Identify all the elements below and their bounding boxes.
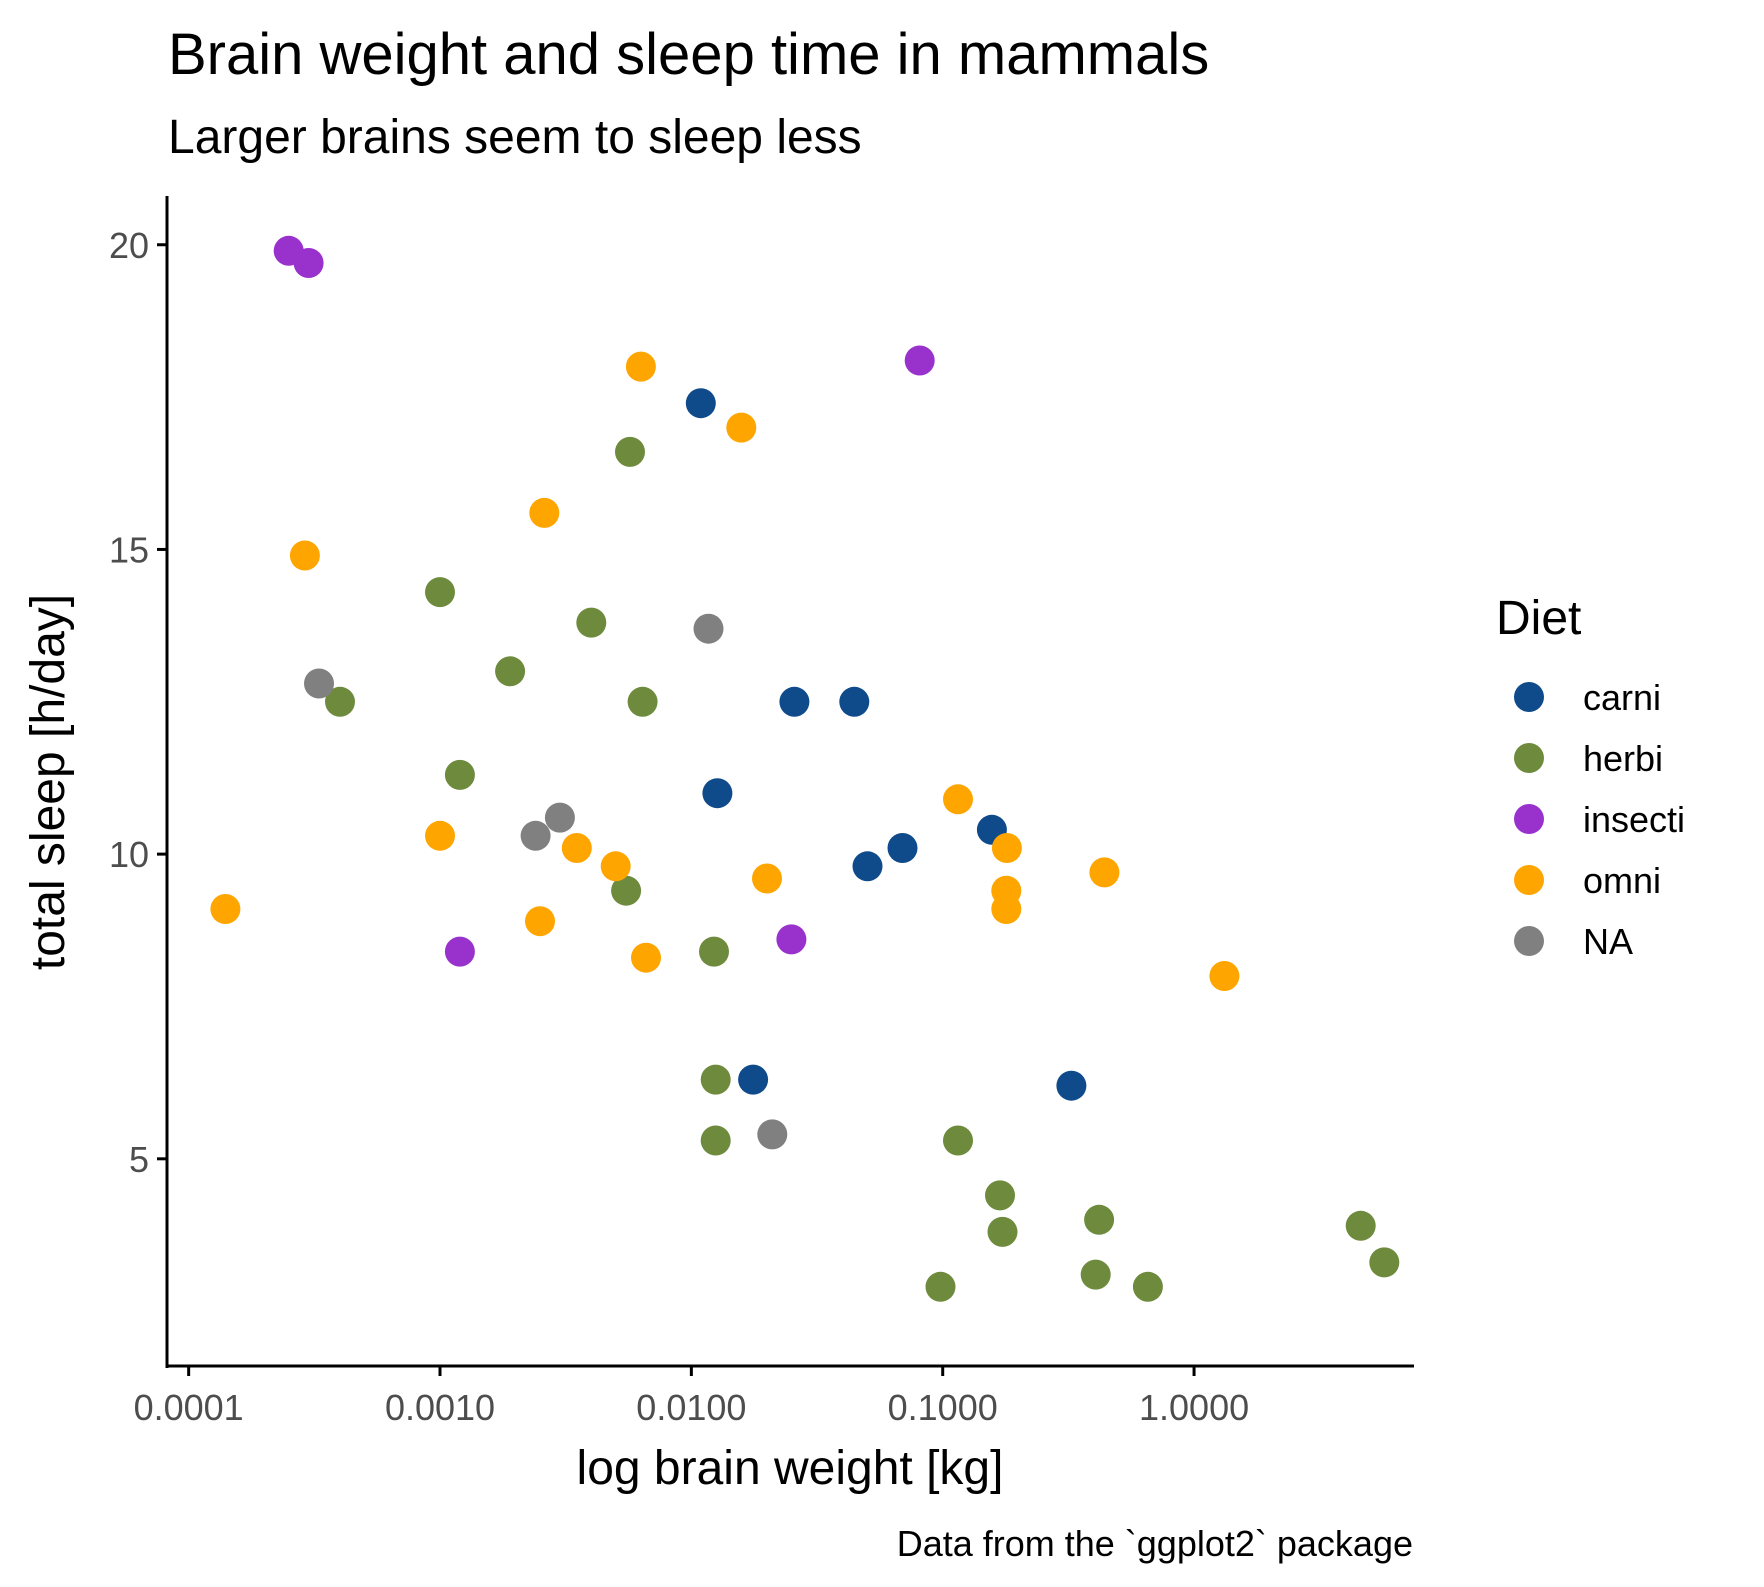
- y-axis-title: total sleep [h/day]: [22, 594, 75, 970]
- point-omni-5: [425, 820, 455, 851]
- point-omni-13: [210, 894, 241, 924]
- point-herbi-19: [1369, 1247, 1400, 1278]
- point-carni-2: [839, 686, 870, 717]
- point-insecti-3: [444, 936, 475, 967]
- point-omni-6: [561, 833, 592, 863]
- point-omni-3: [289, 540, 320, 571]
- point-omni-8: [752, 863, 782, 894]
- point-herbi-7: [611, 875, 642, 906]
- chart-subtitle: Larger brains seem to sleep less: [168, 111, 862, 164]
- y-axis-ticks: 5 10 15 20: [109, 225, 167, 1180]
- y-tick-label: 20: [109, 225, 149, 266]
- point-NA-0: [693, 613, 724, 644]
- point-omni-15: [631, 942, 661, 973]
- legend-label-omni: omni: [1583, 860, 1661, 901]
- point-herbi-13: [987, 1216, 1018, 1247]
- point-herbi-9: [700, 1064, 731, 1095]
- legend-label-carni: carni: [1583, 677, 1661, 718]
- point-omni-9: [991, 833, 1022, 863]
- point-omni-0: [625, 351, 656, 382]
- point-herbi-18: [1345, 1210, 1376, 1241]
- point-herbi-14: [1084, 1204, 1115, 1235]
- point-herbi-5: [325, 686, 355, 717]
- legend-label-herbi: herbi: [1583, 738, 1663, 779]
- point-herbi-2: [576, 607, 607, 638]
- point-carni-7: [738, 1064, 769, 1095]
- point-herbi-12: [985, 1180, 1015, 1211]
- point-herbi-10: [700, 1125, 731, 1156]
- points-layer: [210, 235, 1400, 1302]
- point-NA-2: [544, 802, 575, 833]
- y-tick-label: 10: [109, 834, 149, 875]
- legend-title: Diet: [1496, 592, 1581, 645]
- legend: carni herbi insecti omni NA: [1514, 677, 1685, 962]
- point-herbi-16: [1080, 1259, 1111, 1290]
- legend-key-omni: [1514, 865, 1544, 895]
- point-herbi-6: [444, 759, 475, 790]
- point-omni-1: [726, 412, 757, 443]
- point-omni-2: [529, 497, 560, 528]
- point-NA-3: [520, 820, 551, 851]
- x-tick-label: 0.0001: [134, 1387, 244, 1428]
- point-carni-0: [685, 388, 716, 419]
- point-carni-5: [852, 851, 883, 882]
- x-tick-label: 0.0100: [636, 1387, 746, 1428]
- point-herbi-3: [495, 656, 526, 687]
- point-carni-6: [887, 833, 918, 863]
- point-NA-1: [304, 668, 334, 699]
- legend-key-carni: [1514, 682, 1544, 712]
- point-herbi-17: [1132, 1271, 1163, 1302]
- point-omni-16: [1209, 961, 1240, 991]
- chart-title: Brain weight and sleep time in mammals: [168, 22, 1209, 87]
- point-omni-10: [1089, 857, 1120, 888]
- point-insecti-2: [904, 345, 935, 376]
- legend-key-herbi: [1514, 743, 1544, 773]
- x-tick-label: 1.0000: [1139, 1387, 1249, 1428]
- x-tick-label: 0.0010: [385, 1387, 495, 1428]
- chart-caption: Data from the `ggplot2` package: [897, 1523, 1413, 1564]
- y-tick-label: 15: [109, 529, 149, 570]
- point-NA-4: [757, 1119, 788, 1150]
- point-carni-1: [779, 686, 810, 717]
- legend-label-NA: NA: [1583, 921, 1633, 962]
- legend-label-insecti: insecti: [1583, 799, 1685, 840]
- y-tick-label: 5: [129, 1139, 149, 1180]
- point-herbi-4: [627, 686, 658, 717]
- point-insecti-4: [776, 924, 807, 955]
- point-omni-7: [600, 851, 631, 882]
- legend-key-insecti: [1514, 804, 1544, 834]
- x-tick-label: 0.1000: [888, 1387, 998, 1428]
- point-omni-12: [991, 894, 1022, 924]
- point-herbi-15: [925, 1271, 956, 1302]
- point-carni-3: [702, 778, 733, 809]
- x-axis-title: log brain weight [kg]: [577, 1442, 1004, 1495]
- point-carni-8: [1056, 1070, 1087, 1101]
- x-axis-ticks: 0.0001 0.0010 0.0100 0.1000 1.0000: [134, 1366, 1249, 1428]
- point-omni-4: [943, 784, 973, 815]
- point-herbi-8: [699, 936, 729, 967]
- point-herbi-1: [425, 577, 455, 608]
- legend-key-NA: [1514, 926, 1544, 956]
- point-herbi-11: [943, 1125, 973, 1156]
- point-omni-14: [525, 906, 555, 937]
- point-herbi-0: [615, 436, 645, 467]
- point-insecti-1: [293, 248, 324, 278]
